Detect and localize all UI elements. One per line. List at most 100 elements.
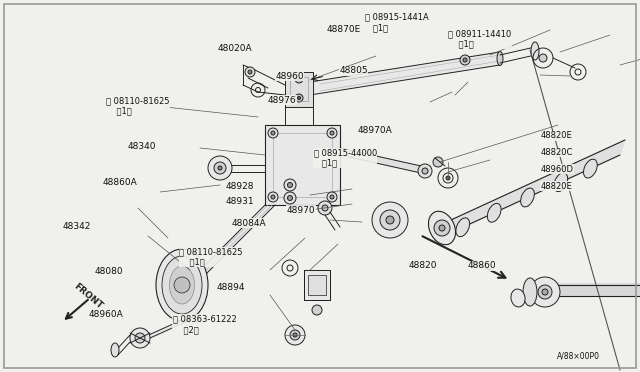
Circle shape — [298, 96, 301, 99]
Text: 48870E: 48870E — [326, 25, 361, 34]
Circle shape — [439, 225, 445, 231]
Polygon shape — [142, 320, 190, 338]
Ellipse shape — [156, 249, 208, 321]
Ellipse shape — [487, 203, 501, 222]
Text: 48805: 48805 — [339, 66, 368, 75]
Bar — [265, 125, 340, 205]
Text: 48970A: 48970A — [357, 126, 392, 135]
Circle shape — [418, 164, 432, 178]
Circle shape — [214, 162, 226, 174]
Text: 48860A: 48860A — [102, 178, 137, 187]
Polygon shape — [340, 148, 430, 175]
Circle shape — [271, 195, 275, 199]
Circle shape — [539, 54, 547, 62]
Polygon shape — [195, 205, 275, 275]
Circle shape — [330, 131, 334, 135]
Bar — [273, 133, 332, 197]
Text: 48820: 48820 — [408, 262, 437, 270]
Circle shape — [422, 168, 428, 174]
Circle shape — [287, 183, 292, 187]
Ellipse shape — [111, 343, 119, 357]
Polygon shape — [310, 52, 500, 95]
Circle shape — [327, 128, 337, 138]
Text: Ⓑ 08110-81625
    （1）: Ⓑ 08110-81625 （1） — [106, 96, 169, 116]
Circle shape — [284, 192, 296, 204]
Text: Ⓜ 08915-1441A
   （1）: Ⓜ 08915-1441A （1） — [365, 13, 429, 32]
Text: 48970: 48970 — [287, 206, 316, 215]
Text: 48340: 48340 — [128, 142, 157, 151]
Text: Ⓝ 08911-14410
    （1）: Ⓝ 08911-14410 （1） — [448, 29, 511, 49]
Text: 48960A: 48960A — [88, 310, 123, 319]
Text: Ⓜ 08915-44000
   （1）: Ⓜ 08915-44000 （1） — [314, 148, 377, 168]
Circle shape — [290, 330, 300, 340]
Circle shape — [463, 58, 467, 62]
Circle shape — [208, 156, 232, 180]
Text: 48931: 48931 — [225, 197, 254, 206]
Circle shape — [130, 328, 150, 348]
Text: 48976: 48976 — [268, 96, 296, 105]
Ellipse shape — [456, 218, 470, 237]
Circle shape — [446, 176, 450, 180]
Circle shape — [245, 67, 255, 77]
Text: 48820E: 48820E — [541, 131, 573, 140]
Ellipse shape — [554, 173, 568, 192]
Text: 48342: 48342 — [63, 222, 91, 231]
Circle shape — [542, 289, 548, 295]
Text: FRONT: FRONT — [72, 282, 104, 311]
Text: 48960D: 48960D — [541, 165, 574, 174]
Circle shape — [135, 333, 145, 343]
Polygon shape — [304, 270, 330, 300]
Text: 48084A: 48084A — [232, 219, 266, 228]
Circle shape — [330, 195, 334, 199]
Text: Ⓑ 08110-81625
    （1）: Ⓑ 08110-81625 （1） — [179, 247, 243, 266]
Ellipse shape — [531, 42, 539, 60]
Circle shape — [433, 157, 443, 167]
Circle shape — [218, 166, 222, 170]
Circle shape — [284, 179, 296, 191]
Circle shape — [386, 216, 394, 224]
Ellipse shape — [170, 266, 195, 304]
Ellipse shape — [520, 188, 534, 207]
Text: 48860: 48860 — [467, 262, 496, 270]
Circle shape — [295, 94, 303, 102]
Circle shape — [174, 277, 190, 293]
Ellipse shape — [523, 278, 537, 306]
Ellipse shape — [497, 51, 503, 65]
Ellipse shape — [584, 159, 597, 178]
Text: Ⓢ 08363-61222
    （2）: Ⓢ 08363-61222 （2） — [173, 315, 237, 334]
Text: 48894: 48894 — [216, 283, 245, 292]
Circle shape — [460, 55, 470, 65]
Text: 48820C: 48820C — [541, 148, 573, 157]
Ellipse shape — [428, 211, 456, 245]
Text: 48020A: 48020A — [218, 44, 252, 53]
Circle shape — [287, 196, 292, 201]
Circle shape — [248, 70, 252, 74]
Circle shape — [268, 192, 278, 202]
Circle shape — [538, 285, 552, 299]
Text: 48928: 48928 — [225, 182, 254, 191]
Bar — [290, 77, 308, 101]
Circle shape — [298, 77, 301, 80]
Polygon shape — [435, 140, 625, 240]
Circle shape — [285, 325, 305, 345]
Circle shape — [530, 277, 560, 307]
Circle shape — [268, 128, 278, 138]
Circle shape — [293, 333, 297, 337]
Text: 48960: 48960 — [275, 72, 304, 81]
Ellipse shape — [162, 256, 202, 314]
Circle shape — [372, 202, 408, 238]
Circle shape — [327, 192, 337, 202]
Circle shape — [539, 284, 551, 296]
Circle shape — [434, 220, 450, 236]
Text: 48820E: 48820E — [541, 182, 573, 190]
Bar — [308, 275, 326, 295]
Circle shape — [295, 75, 303, 83]
Circle shape — [318, 201, 332, 215]
Circle shape — [271, 131, 275, 135]
Ellipse shape — [511, 289, 525, 307]
Text: 48080: 48080 — [95, 267, 124, 276]
Text: A/88×00P0: A/88×00P0 — [557, 352, 600, 361]
Circle shape — [322, 205, 328, 211]
Bar — [285, 72, 313, 107]
Circle shape — [380, 210, 400, 230]
